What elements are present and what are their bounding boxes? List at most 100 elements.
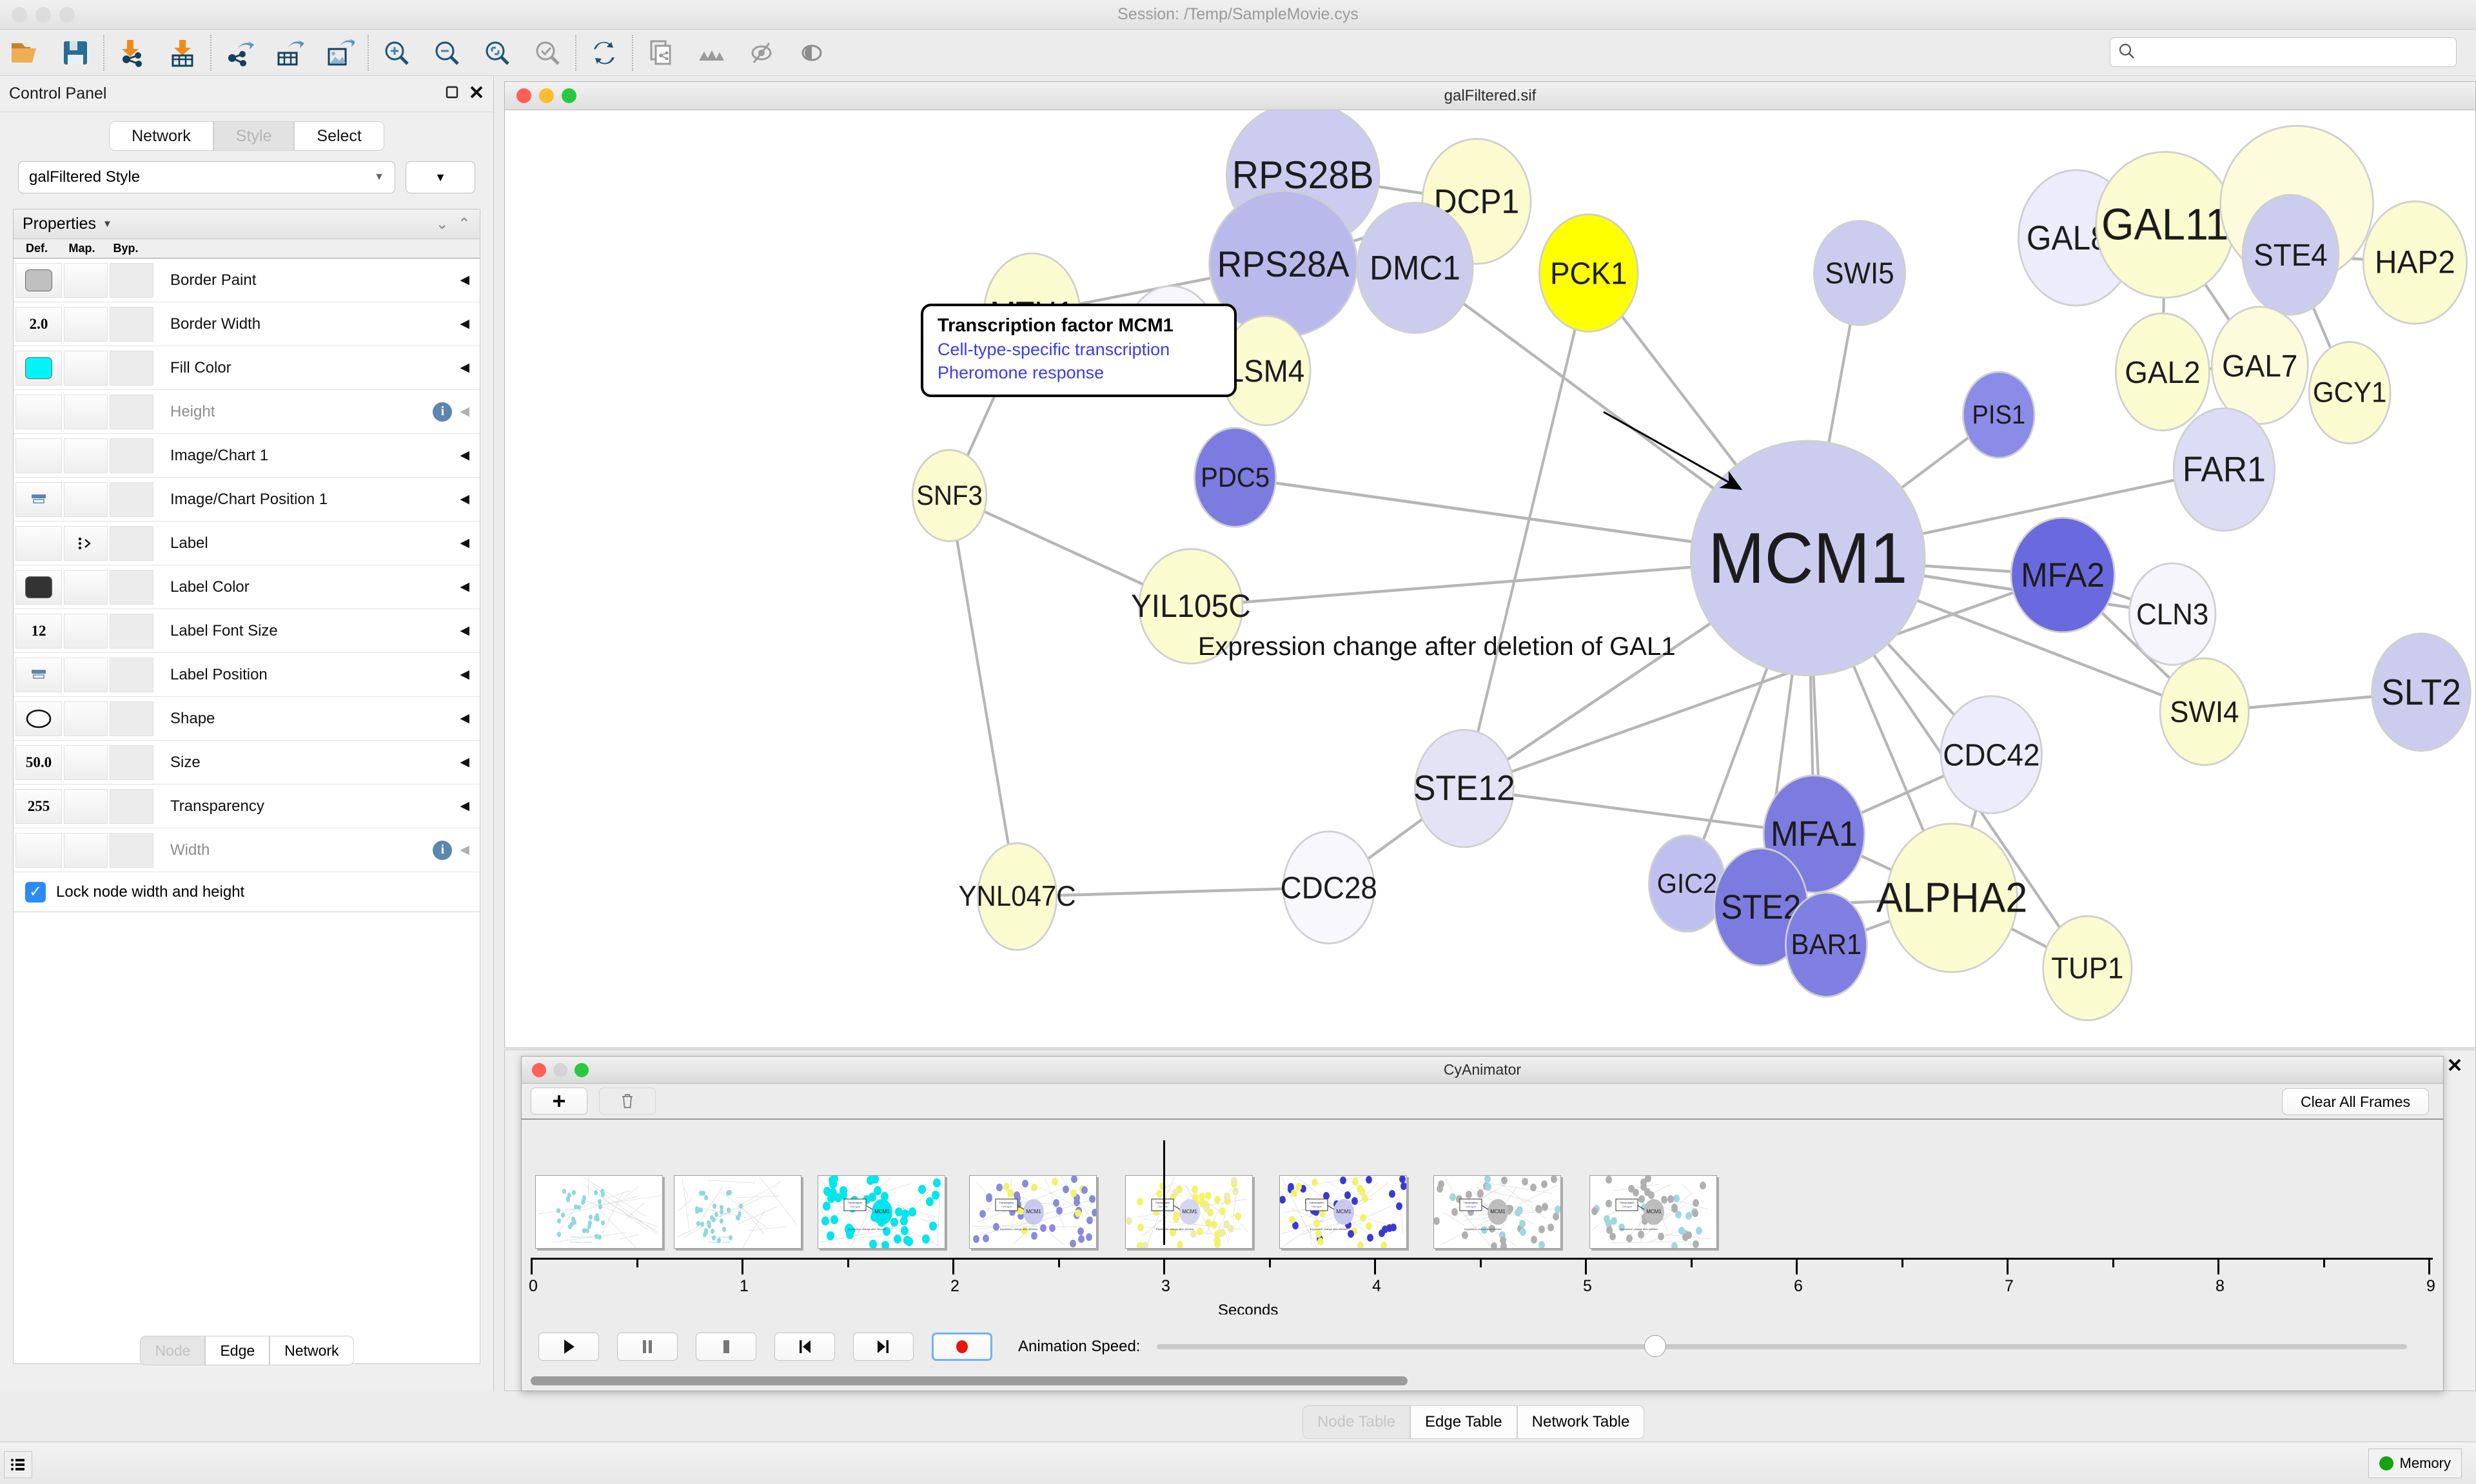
stop-button[interactable] <box>696 1333 756 1361</box>
property-expand-arrow[interactable]: ◀ <box>460 536 469 550</box>
property-row[interactable]: Border Paint ◀ <box>14 259 480 302</box>
property-row[interactable]: 50.0 Size ◀ <box>14 741 480 785</box>
property-bypass-cell[interactable] <box>110 438 153 473</box>
property-bypass-cell[interactable] <box>110 262 153 298</box>
minimize-window-button[interactable] <box>35 6 51 23</box>
bottom-tab-edge[interactable]: Edge <box>205 1336 270 1365</box>
property-default-cell[interactable]: 50.0 <box>15 745 62 780</box>
network-node[interactable]: GAL7 <box>2210 306 2309 425</box>
property-bypass-cell[interactable] <box>110 832 153 868</box>
property-row[interactable]: Fill Color ◀ <box>14 346 480 390</box>
property-expand-arrow[interactable]: ◀ <box>460 273 469 287</box>
new-network-icon[interactable] <box>636 30 686 76</box>
property-bypass-cell[interactable] <box>110 701 153 736</box>
property-mapping-cell[interactable] <box>64 438 108 473</box>
timeline-playhead[interactable] <box>1163 1140 1165 1245</box>
info-icon[interactable]: i <box>433 840 453 860</box>
next-frame-button[interactable] <box>853 1333 914 1361</box>
cyanimator-close-button[interactable] <box>532 1062 546 1077</box>
network-window-controls[interactable] <box>516 88 576 103</box>
network-edge[interactable] <box>1462 272 1590 789</box>
network-canvas[interactable]: RPS28B DCP1 RPS28A DMC1 PCK1 SWI5 GAL80 GAL11 ST… <box>505 110 2475 1048</box>
property-mapping-cell[interactable] <box>64 657 108 692</box>
cyanimator-window-controls[interactable] <box>532 1062 589 1077</box>
property-expand-arrow[interactable]: ◀ <box>460 493 469 506</box>
cyanimator-minimize-button[interactable] <box>553 1062 567 1077</box>
timeline-frame[interactable]: Transcription factor Expression change <box>535 1175 663 1249</box>
show-all-icon[interactable] <box>787 30 837 76</box>
style-select[interactable]: galFiltered Style ▼ <box>18 161 395 193</box>
property-row[interactable]: Height i ◀ <box>14 390 480 434</box>
network-node[interactable]: CDC28 <box>1281 830 1377 944</box>
play-button[interactable] <box>538 1333 599 1361</box>
property-bypass-cell[interactable] <box>110 569 153 605</box>
network-node[interactable]: SWI4 <box>2159 657 2250 766</box>
close-table-icon[interactable] <box>2447 1057 2462 1076</box>
property-row[interactable]: 12 Label Font Size ◀ <box>14 609 480 653</box>
tab-network[interactable]: Network <box>109 121 213 151</box>
network-node[interactable]: YNL047C <box>958 842 1076 951</box>
tab-network-table[interactable]: Network Table <box>1517 1405 1645 1439</box>
network-node[interactable]: MFA2 <box>2010 516 2116 634</box>
zoom-in-icon[interactable] <box>371 30 422 76</box>
property-mapping-cell[interactable] <box>64 394 108 429</box>
property-mapping-cell[interactable] <box>64 569 108 605</box>
previous-frame-button[interactable] <box>774 1333 835 1361</box>
show-console-button[interactable] <box>4 1451 32 1478</box>
export-network-icon[interactable] <box>214 30 264 76</box>
bottom-tab-network[interactable]: Network <box>270 1336 354 1365</box>
network-node[interactable]: MCM1 <box>1689 440 1926 676</box>
property-default-cell[interactable] <box>15 657 62 692</box>
network-node[interactable]: CLN3 <box>2128 562 2217 666</box>
network-node[interactable]: PIS1 <box>1962 371 2036 459</box>
layout-icon[interactable] <box>686 30 736 76</box>
property-bypass-cell[interactable] <box>110 613 153 649</box>
network-node[interactable]: SWI5 <box>1813 220 1907 326</box>
network-node[interactable]: STE12 <box>1413 728 1515 848</box>
record-button[interactable] <box>932 1333 992 1361</box>
network-node[interactable]: CDC42 <box>1940 695 2043 814</box>
refresh-icon[interactable] <box>579 30 629 76</box>
search-input[interactable] <box>2140 44 2448 61</box>
add-frame-button[interactable] <box>531 1088 587 1115</box>
close-panel-icon[interactable] <box>469 84 484 103</box>
network-edge[interactable] <box>1464 786 1814 836</box>
property-expand-arrow[interactable]: ◀ <box>460 361 469 375</box>
property-expand-arrow[interactable]: ◀ <box>460 405 469 418</box>
open-session-icon[interactable] <box>0 30 50 76</box>
bottom-tab-node[interactable]: Node <box>140 1336 206 1365</box>
animation-speed-thumb[interactable] <box>1644 1335 1667 1357</box>
property-row[interactable]: Image/Chart Position 1 ◀ <box>14 478 480 522</box>
property-default-cell[interactable] <box>15 482 62 517</box>
tab-style[interactable]: Style <box>213 121 295 151</box>
property-default-cell[interactable]: 12 <box>15 613 62 649</box>
property-mapping-cell[interactable] <box>64 788 108 824</box>
color-swatch[interactable] <box>25 576 52 598</box>
network-node[interactable]: GAL11 <box>2095 151 2235 299</box>
network-close-button[interactable] <box>516 88 531 103</box>
zoom-selected-icon[interactable] <box>522 30 573 76</box>
property-bypass-cell[interactable] <box>110 657 153 692</box>
float-panel-icon[interactable] <box>444 84 460 103</box>
property-expand-arrow[interactable]: ◀ <box>460 317 469 331</box>
property-mapping-cell[interactable] <box>64 745 108 780</box>
cyanimator-horizontal-scrollbar[interactable] <box>531 1376 2434 1385</box>
network-node[interactable]: TUP1 <box>2042 915 2133 1022</box>
property-row[interactable]: Label Position ◀ <box>14 653 480 697</box>
property-row[interactable]: Shape ◀ <box>14 697 480 741</box>
network-node[interactable]: GCY1 <box>2308 341 2392 445</box>
property-expand-arrow[interactable]: ◀ <box>460 799 469 813</box>
network-maximize-button[interactable] <box>562 88 576 103</box>
pause-button[interactable] <box>617 1333 678 1361</box>
color-swatch[interactable] <box>25 269 52 291</box>
property-default-cell[interactable] <box>15 525 62 561</box>
network-edge[interactable] <box>948 495 1019 897</box>
tab-node-table[interactable]: Node Table <box>1302 1405 1410 1439</box>
window-controls[interactable] <box>12 6 75 23</box>
property-default-cell[interactable]: 255 <box>15 788 62 824</box>
expand-all-icon[interactable]: ⌄ <box>435 215 449 233</box>
